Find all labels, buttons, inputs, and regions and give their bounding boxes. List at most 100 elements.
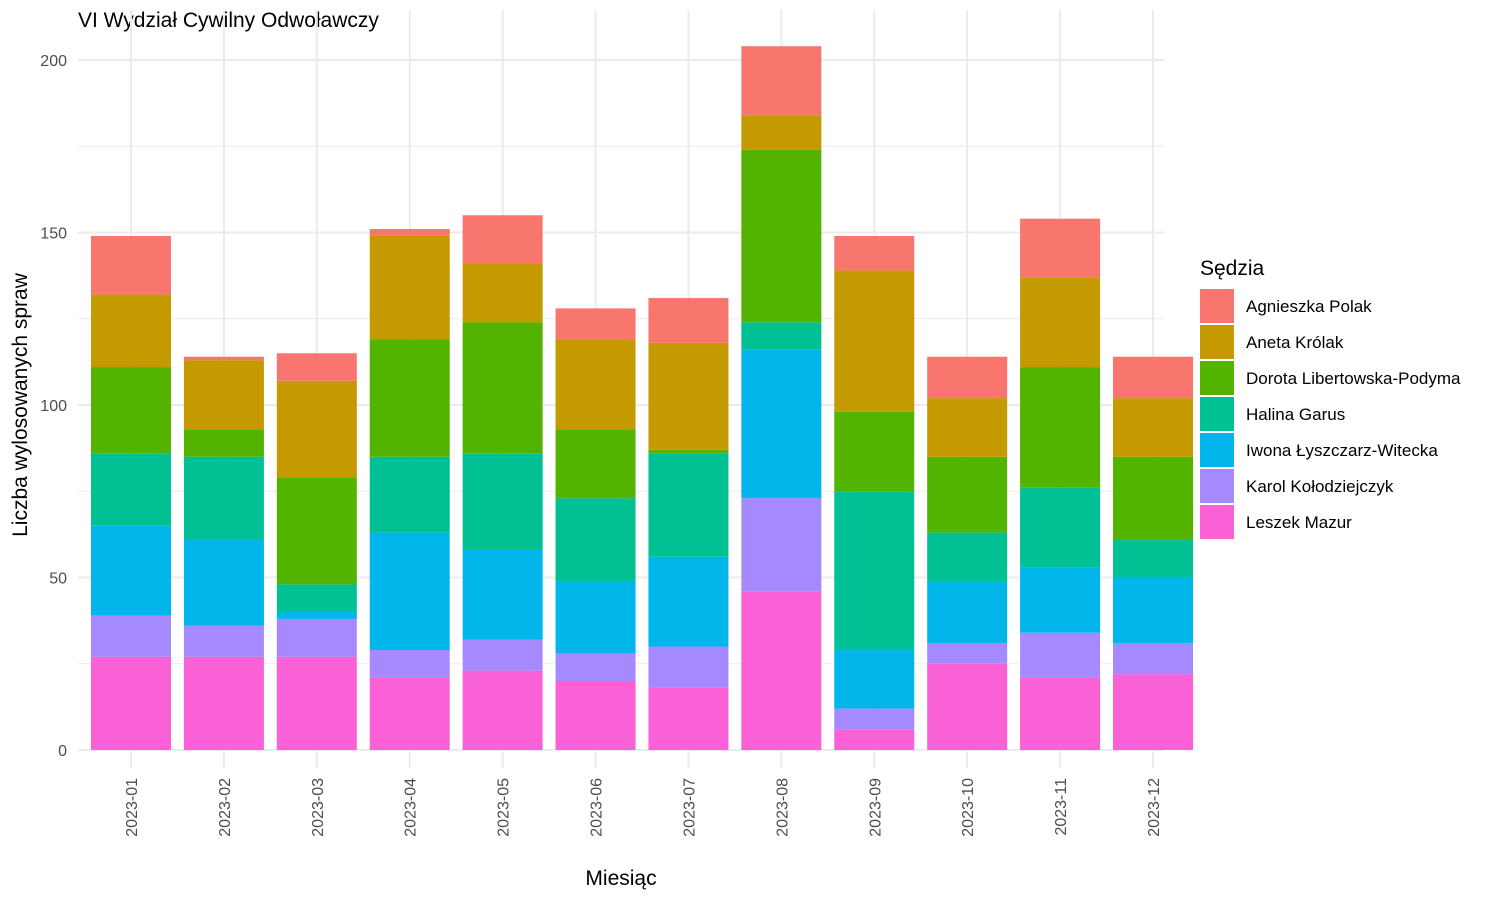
- bar-segment: [1113, 577, 1193, 644]
- bar-segment: [276, 618, 357, 657]
- bar-segment: [91, 367, 171, 454]
- bar-segment: [462, 549, 543, 640]
- legend-key: [1200, 433, 1234, 467]
- x-axis-title: Miesiąc: [585, 867, 656, 890]
- bar-segment: [276, 612, 357, 619]
- bar-segment: [276, 477, 357, 585]
- bar-segment: [555, 498, 636, 581]
- bar-segment: [741, 149, 822, 323]
- bar-segment: [1020, 218, 1101, 278]
- legend-key: [1200, 397, 1234, 431]
- legend-key: [1200, 469, 1234, 503]
- bar-segment: [183, 456, 264, 540]
- bar-segment: [1020, 367, 1101, 488]
- bar-segment: [369, 649, 450, 678]
- bars: [91, 46, 1193, 750]
- x-tick-label: 2023-08: [774, 778, 791, 837]
- x-tick-label: 2023-07: [681, 778, 698, 837]
- x-tick-label: 2023-03: [310, 778, 327, 837]
- bar-segment: [91, 525, 171, 616]
- bar-segment: [1113, 539, 1193, 578]
- bar-segment: [91, 615, 171, 657]
- y-axis-title: Liczba wylosowanych spraw: [9, 272, 32, 537]
- x-tick-label: 2023-06: [589, 778, 606, 837]
- bar-segment: [1020, 487, 1101, 568]
- bar-segment: [555, 580, 636, 654]
- legend-label: Aneta Królak: [1246, 333, 1344, 352]
- bar-segment: [834, 235, 915, 271]
- bar-segment: [462, 215, 543, 264]
- chart-title: VI Wydział Cywilny Odwoławczy: [78, 9, 379, 32]
- bar-segment: [1020, 567, 1101, 633]
- bar-segment: [741, 349, 822, 499]
- bar-segment: [927, 356, 1008, 399]
- bar-segment: [1113, 674, 1193, 750]
- y-axis-ticks: 0 50 100 150 200: [40, 53, 67, 760]
- bar-segment: [1113, 643, 1193, 675]
- bar-segment: [183, 656, 264, 750]
- bar-segment: [648, 298, 729, 343]
- bar-segment: [927, 532, 1008, 581]
- bar-segment: [369, 532, 450, 650]
- x-tick-label: 2023-04: [403, 778, 420, 837]
- bar-segment: [369, 677, 450, 750]
- bar-segment: [834, 491, 915, 650]
- bar-segment: [91, 656, 171, 750]
- legend-key: [1200, 361, 1234, 395]
- legend: Sędzia Agnieszka Polak Aneta Królak Dorota…: [1200, 257, 1461, 539]
- bar-segment: [927, 456, 1008, 533]
- y-tick-label: 0: [58, 743, 67, 760]
- bar-segment: [555, 681, 636, 750]
- bar-segment: [741, 322, 822, 350]
- bar-segment: [834, 270, 915, 412]
- legend-label: Agnieszka Polak: [1246, 297, 1372, 316]
- bar-segment: [648, 342, 729, 450]
- bar-segment: [1020, 277, 1101, 368]
- bar-segment: [183, 429, 264, 457]
- bar-segment: [1020, 677, 1101, 750]
- bar-segment: [462, 453, 543, 550]
- bar-segment: [91, 453, 171, 526]
- bar-segment: [276, 353, 357, 381]
- bar-segment: [648, 556, 729, 647]
- bar-segment: [834, 708, 915, 730]
- bar-segment: [927, 643, 1008, 664]
- legend-key: [1200, 505, 1234, 539]
- legend-title: Sędzia: [1200, 257, 1265, 280]
- bar-segment: [648, 687, 729, 750]
- legend-label: Leszek Mazur: [1246, 513, 1352, 532]
- bar-segment: [369, 339, 450, 457]
- bar-segment: [462, 639, 543, 671]
- x-tick-label: 2023-09: [867, 778, 884, 837]
- bar-segment: [741, 115, 822, 150]
- bar-segment: [369, 456, 450, 533]
- bar-segment: [369, 235, 450, 340]
- bar-segment: [183, 539, 264, 626]
- bar-segment: [462, 670, 543, 750]
- bar-segment: [183, 625, 264, 657]
- bar-segment: [555, 339, 636, 430]
- bar-segment: [183, 360, 264, 430]
- legend-key: [1200, 289, 1234, 323]
- bar-segment: [276, 656, 357, 750]
- x-tick-label: 2023-05: [496, 778, 513, 837]
- bar-segment: [648, 449, 729, 454]
- x-axis-ticks: 2023-01 2023-02 2023-03 2023-04 2023-05 2023-…: [124, 778, 1163, 837]
- bar-segment: [369, 229, 450, 236]
- x-tick-label: 2023-01: [124, 778, 141, 837]
- bar-segment: [555, 429, 636, 499]
- legend-label: Iwona Łyszczarz-Witecka: [1246, 441, 1438, 460]
- x-tick-label: 2023-11: [1053, 778, 1070, 836]
- bar-segment: [927, 580, 1008, 644]
- bar-segment: [462, 263, 543, 323]
- bar-segment: [276, 380, 357, 478]
- bar-segment: [1113, 398, 1193, 457]
- legend-label: Karol Kołodziejczyk: [1246, 477, 1394, 496]
- bar-segment: [834, 649, 915, 709]
- bar-segment: [927, 398, 1008, 457]
- bar-segment: [741, 46, 822, 116]
- bar-segment: [183, 356, 264, 361]
- x-tick-label: 2023-02: [217, 778, 234, 837]
- bar-segment: [555, 653, 636, 681]
